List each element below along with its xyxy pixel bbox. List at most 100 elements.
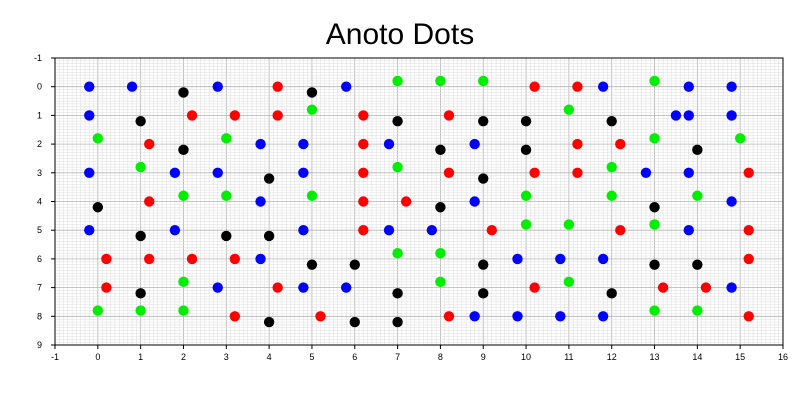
series-red <box>101 81 754 322</box>
dot-blue <box>683 225 694 236</box>
dot-blue <box>212 167 223 178</box>
dot-green <box>520 219 532 230</box>
dot-green <box>478 75 489 87</box>
dot-blue <box>169 225 181 236</box>
x-tick-label: 3 <box>224 352 229 362</box>
dot-blue <box>298 225 309 236</box>
dot-blue <box>597 311 609 322</box>
dot-red <box>229 253 241 265</box>
dot-blue <box>84 110 95 121</box>
dot-red <box>144 253 155 265</box>
dot-black <box>178 144 189 156</box>
dot-green <box>649 75 660 87</box>
dot-black <box>263 173 275 184</box>
dot-blue <box>84 81 95 92</box>
dot-red <box>358 138 369 150</box>
dot-red <box>186 110 198 121</box>
dot-green <box>178 305 189 316</box>
dot-red <box>486 225 497 236</box>
chart-title: Anoto Dots <box>326 18 474 51</box>
dot-black <box>392 115 403 127</box>
dot-blue <box>726 110 737 121</box>
dot-red <box>144 196 155 207</box>
dot-green <box>563 104 575 115</box>
dot-red <box>358 225 369 236</box>
dot-blue <box>84 167 95 178</box>
dot-black <box>692 259 703 270</box>
axes <box>51 57 784 349</box>
dot-blue <box>341 282 352 293</box>
dot-green <box>692 190 703 201</box>
dot-green <box>135 305 146 316</box>
dot-blue <box>555 253 566 265</box>
series-blue <box>84 81 737 322</box>
dot-red <box>743 225 754 236</box>
x-tick-label: 14 <box>692 352 702 362</box>
y-tick-label: -1 <box>34 53 42 63</box>
dot-green <box>221 190 232 201</box>
dot-red <box>400 196 412 207</box>
dot-blue <box>169 167 181 178</box>
dot-red <box>743 311 754 322</box>
dot-blue <box>469 196 480 207</box>
dot-black <box>349 259 360 270</box>
dot-blue <box>426 225 438 236</box>
x-tick-label: 15 <box>735 352 745 362</box>
y-tick-label: 8 <box>37 311 42 321</box>
dot-red <box>144 138 155 150</box>
y-tick-label: 3 <box>37 168 42 178</box>
dot-blue <box>383 138 395 150</box>
x-tick-label: 11 <box>564 352 573 362</box>
dot-green <box>392 247 403 259</box>
dot-green <box>649 133 660 144</box>
dot-green <box>734 133 746 144</box>
dot-green <box>606 161 617 173</box>
dot-green <box>92 305 104 316</box>
dot-red <box>186 253 198 265</box>
dot-blue <box>255 196 266 207</box>
dot-red <box>229 110 241 121</box>
dot-red <box>572 81 583 92</box>
dot-black <box>135 115 146 127</box>
dot-blue <box>84 225 95 236</box>
x-tick-label: 5 <box>309 352 314 362</box>
series-green <box>92 75 746 316</box>
dot-red <box>572 167 583 178</box>
dot-green <box>178 190 189 201</box>
x-tick-label: 0 <box>95 352 100 362</box>
dot-black <box>478 288 489 299</box>
dot-green <box>649 305 660 316</box>
dot-blue <box>726 81 737 92</box>
dot-black <box>92 202 104 213</box>
dot-blue <box>640 167 652 178</box>
dot-black <box>649 259 660 270</box>
dot-blue <box>298 282 309 293</box>
dot-green <box>435 276 446 288</box>
dot-red <box>272 282 283 293</box>
dot-green <box>692 305 703 316</box>
x-tick-label: 7 <box>395 352 400 362</box>
dot-green <box>306 190 318 201</box>
dot-black <box>606 115 617 127</box>
dot-red <box>657 282 669 293</box>
dot-black <box>478 173 489 184</box>
dot-black <box>606 288 617 299</box>
y-tick-label: 9 <box>37 340 42 350</box>
dot-blue <box>670 110 682 121</box>
dot-red <box>615 138 626 150</box>
dot-black <box>263 230 275 242</box>
y-tick-label: 7 <box>37 283 42 293</box>
dot-black <box>478 115 489 127</box>
dot-blue <box>126 81 138 92</box>
dot-black <box>178 87 189 98</box>
data-points <box>84 75 754 328</box>
dot-blue <box>512 253 523 265</box>
dot-black <box>135 288 146 299</box>
x-tick-label: 12 <box>607 352 617 362</box>
x-tick-label: 16 <box>778 352 788 362</box>
dot-red <box>529 81 540 92</box>
dot-blue <box>683 167 694 178</box>
dot-black <box>135 230 146 242</box>
dot-black <box>478 259 489 270</box>
